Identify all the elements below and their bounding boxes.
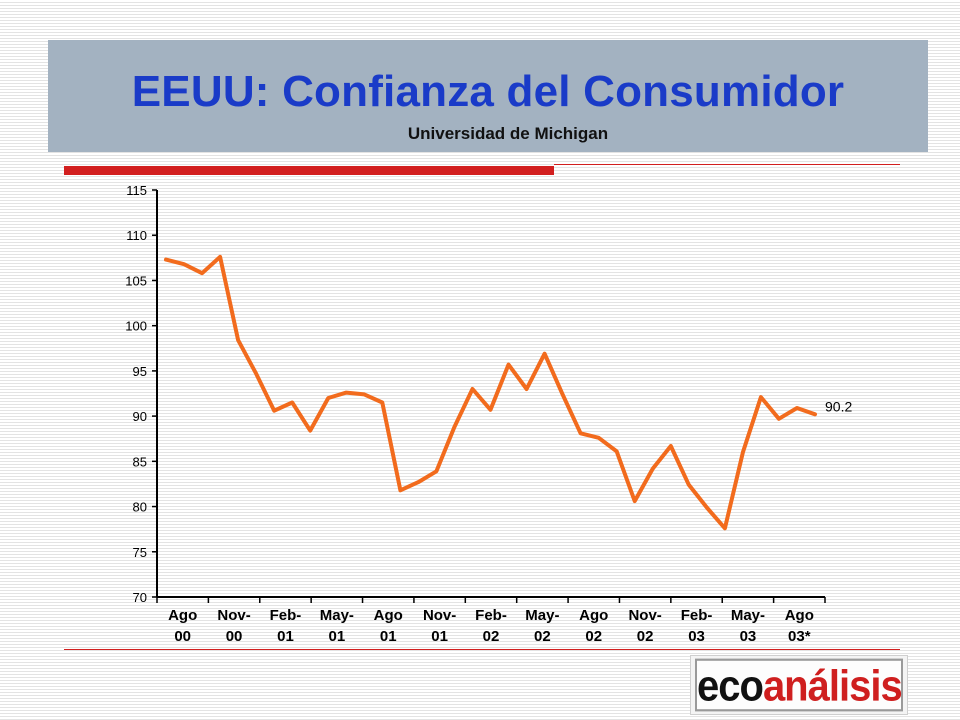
y-tick-label: 75 [133, 545, 147, 560]
data-point [543, 352, 547, 356]
x-tick-label: 01 [431, 628, 448, 645]
data-point [813, 412, 817, 416]
data-point [795, 406, 799, 410]
x-tick-label: 00 [226, 628, 243, 645]
y-tick-label: 70 [133, 590, 147, 605]
title-banner: EEUU: Confianza del Consumidor Universid… [48, 40, 928, 152]
data-point [525, 387, 529, 391]
x-tick-label: Ago [168, 607, 197, 624]
footer-divider [64, 649, 900, 650]
logo-text-eco: eco [697, 661, 764, 711]
page-subtitle: Universidad de Michigan [407, 124, 609, 143]
data-point [236, 338, 240, 342]
y-tick-label: 85 [133, 454, 147, 469]
x-tick-label: 03 [688, 628, 705, 645]
x-tick-label: May- [731, 607, 765, 624]
data-point [434, 469, 438, 473]
x-tick-label: Feb- [681, 607, 713, 624]
data-point [741, 450, 745, 454]
x-tick-label: 02 [637, 628, 654, 645]
data-point [669, 444, 673, 448]
data-point [200, 271, 204, 275]
data-point [723, 526, 727, 530]
accent-line [554, 164, 900, 165]
x-tick-label: Ago [785, 607, 814, 624]
data-point [705, 505, 709, 509]
data-point [470, 387, 474, 391]
data-point [777, 417, 781, 421]
data-point [290, 401, 294, 405]
page-title: EEUU: Confianza del Consumidor [131, 67, 845, 116]
x-tick-label: Ago [579, 607, 608, 624]
x-tick-label: Ago [374, 607, 403, 624]
data-point [362, 392, 366, 396]
x-tick-label: 01 [380, 628, 397, 645]
end-value-label: 90.2 [825, 398, 852, 414]
x-tick-label: May- [525, 607, 559, 624]
x-tick-label: 01 [277, 628, 294, 645]
data-point [398, 488, 402, 492]
data-point [507, 363, 511, 367]
y-tick-label: 105 [125, 273, 147, 288]
data-point [272, 409, 276, 413]
data-point [561, 392, 565, 396]
data-point [182, 262, 186, 266]
x-tick-label: 02 [483, 628, 500, 645]
x-tick-label: Nov- [423, 607, 456, 624]
data-point [452, 425, 456, 429]
data-point [308, 429, 312, 433]
data-point [254, 372, 258, 376]
data-point [489, 408, 492, 412]
x-tick-label: Feb- [475, 607, 507, 624]
data-point [579, 431, 583, 435]
y-tick-label: 100 [125, 319, 147, 334]
logo-wordmark: ecoanálisis [695, 658, 903, 712]
logo-text-analisis: análisis [762, 661, 903, 711]
y-tick-label: 90 [133, 409, 147, 424]
x-tick-label: 03* [788, 628, 811, 645]
data-point [633, 499, 637, 503]
x-tick-label: May- [320, 607, 354, 624]
x-tick-label: 02 [534, 628, 551, 645]
data-point [380, 401, 384, 405]
x-tick-label: 03 [740, 628, 757, 645]
data-point [687, 483, 691, 487]
x-tick-label: Nov- [628, 607, 661, 624]
x-tick-label: 01 [329, 628, 346, 645]
x-tick-label: 02 [585, 628, 602, 645]
data-point [416, 480, 420, 484]
data-point [344, 391, 348, 395]
y-tick-label: 115 [126, 183, 147, 198]
x-tick-label: Feb- [270, 607, 302, 624]
accent-bar [64, 166, 554, 175]
y-tick-label: 110 [126, 228, 147, 243]
data-point [597, 436, 601, 440]
data-point [164, 258, 168, 262]
y-tick-label: 95 [133, 364, 147, 379]
data-point [615, 449, 619, 453]
x-tick-label: Nov- [217, 607, 250, 624]
data-point [326, 396, 330, 400]
data-point [651, 467, 655, 471]
ecoanalisis-logo: ecoanálisis [690, 655, 908, 715]
data-point [218, 255, 222, 259]
series-line [164, 254, 817, 531]
data-point [759, 395, 763, 399]
x-tick-label: 00 [174, 628, 191, 645]
y-tick-label: 80 [133, 500, 147, 515]
